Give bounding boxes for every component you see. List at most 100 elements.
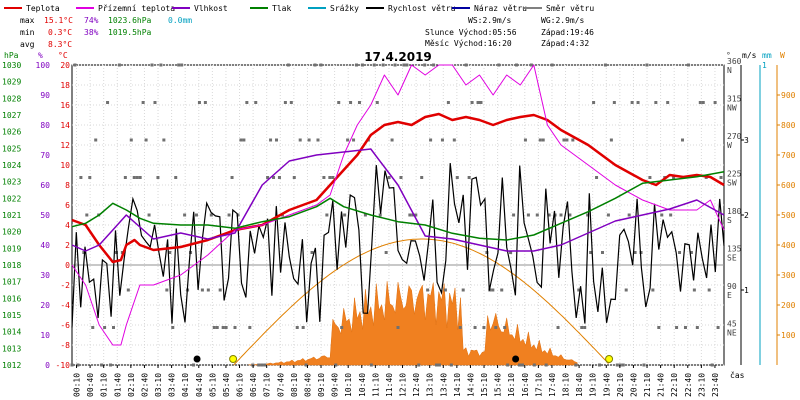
wind-dir-point bbox=[515, 63, 519, 67]
wind-dir-point bbox=[565, 138, 569, 142]
wind-dir-point bbox=[672, 176, 676, 179]
sun-set-marker bbox=[605, 355, 614, 363]
tick-x: 09:10 bbox=[317, 373, 326, 397]
wind-dir-point bbox=[408, 213, 412, 217]
wind-dir-point bbox=[224, 326, 228, 329]
wind-dir-point bbox=[399, 176, 403, 179]
wind-dir-point bbox=[518, 363, 522, 367]
wind-dir-point bbox=[375, 101, 379, 104]
tick-pct: 50 bbox=[40, 211, 50, 220]
tick-temp: 12 bbox=[60, 141, 70, 150]
wind-dir-point bbox=[352, 138, 356, 142]
legend: Teplota Přízemní teplota Vlhkost Tlak Srážky… bbox=[4, 4, 594, 13]
tick-x: 08:10 bbox=[290, 373, 299, 397]
moon-set-marker bbox=[193, 355, 201, 363]
tick-x: 13:10 bbox=[426, 373, 435, 397]
tick-hpa: 1025 bbox=[2, 144, 21, 153]
wind-dir-point bbox=[378, 213, 382, 217]
wind-dir-point bbox=[91, 326, 95, 329]
tick-x: 10:40 bbox=[358, 373, 367, 397]
wind-dir-point bbox=[73, 63, 77, 67]
tick-hpa: 1012 bbox=[2, 361, 21, 370]
wind-dir-point bbox=[257, 363, 261, 367]
stat-avg-label: avg bbox=[20, 40, 35, 49]
tick-x: 11:40 bbox=[385, 373, 394, 397]
tick-x: 19:10 bbox=[589, 373, 598, 397]
wind-dir-point bbox=[138, 176, 142, 179]
tick-x: 21:10 bbox=[643, 373, 652, 397]
axis-label-dir: ° bbox=[726, 51, 731, 60]
stat-max-label: max bbox=[20, 16, 35, 25]
wind-dir-point bbox=[526, 213, 530, 217]
tick-dir-deg: 45 bbox=[727, 320, 737, 329]
stat-max-rain: 0.0mm bbox=[168, 16, 192, 25]
wind-speed-line bbox=[71, 163, 725, 328]
wind-dir-point bbox=[381, 63, 385, 67]
tick-hpa: 1022 bbox=[2, 194, 21, 203]
wind-dir-point bbox=[455, 176, 459, 179]
wind-dir-point bbox=[203, 101, 207, 104]
info-ws: WS:2.9m/s bbox=[468, 16, 512, 25]
wind-dir-point bbox=[343, 213, 347, 217]
wind-dir-point bbox=[707, 288, 711, 292]
wind-dir-point bbox=[669, 213, 673, 217]
tick-x: 03:40 bbox=[168, 373, 177, 397]
tick-dir-name: E bbox=[727, 291, 732, 300]
wind-dir-point bbox=[435, 363, 439, 367]
tick-x: 09:40 bbox=[331, 373, 340, 397]
tick-dir-name: N bbox=[727, 66, 732, 75]
wind-dir-point bbox=[592, 101, 596, 104]
wind-dir-point bbox=[479, 101, 483, 104]
wind-dir-point bbox=[686, 63, 690, 67]
tick-hpa: 1018 bbox=[2, 261, 21, 270]
tick-mm: 1 bbox=[762, 61, 767, 70]
wind-dir-point bbox=[547, 213, 551, 217]
wind-dir-point bbox=[153, 101, 157, 104]
info-sun-rise: Slunce Východ:05:56 bbox=[425, 28, 517, 37]
tick-hpa: 1028 bbox=[2, 94, 21, 103]
tick-w: 500 bbox=[781, 211, 796, 220]
wind-dir-point bbox=[88, 176, 92, 179]
wind-dir-point bbox=[248, 326, 252, 329]
wind-dir-point bbox=[346, 138, 350, 142]
wind-dir-point bbox=[589, 251, 593, 254]
wind-dir-point bbox=[369, 363, 373, 367]
tick-pct: 60 bbox=[40, 181, 50, 190]
wind-dir-point bbox=[295, 326, 299, 329]
wind-dir-point bbox=[500, 288, 504, 292]
tick-hpa: 1017 bbox=[2, 278, 21, 287]
wind-dir-point bbox=[144, 138, 148, 142]
wind-dir-point bbox=[331, 176, 335, 179]
wind-dir-point bbox=[277, 176, 281, 179]
wind-dir-point bbox=[675, 326, 679, 329]
wind-dir-point bbox=[254, 101, 258, 104]
wind-dir-point bbox=[390, 138, 394, 142]
wind-dir-point bbox=[123, 176, 127, 179]
tick-hpa: 1020 bbox=[2, 228, 21, 237]
wind-dir-point bbox=[544, 363, 548, 367]
tick-temp: 16 bbox=[60, 101, 70, 110]
wind-dir-point bbox=[292, 176, 296, 179]
tick-dir-deg: 135 bbox=[727, 245, 742, 254]
wind-dir-point bbox=[497, 63, 501, 67]
wind-dir-point bbox=[559, 213, 563, 217]
wind-dir-point bbox=[111, 326, 115, 329]
wind-dir-point bbox=[532, 363, 536, 367]
wind-dir-point bbox=[467, 176, 471, 179]
legend-label: Náraz větru bbox=[474, 4, 527, 13]
axis-label-hpa: hPa bbox=[4, 51, 19, 60]
axis-label-ms: m/s bbox=[742, 51, 757, 60]
tick-x: 11:10 bbox=[371, 373, 380, 397]
wind-dir-point bbox=[289, 101, 293, 104]
wind-dir-point bbox=[298, 138, 302, 142]
tick-x: 16:40 bbox=[521, 373, 530, 397]
wind-dir-point bbox=[387, 176, 391, 179]
solar-radiation-area bbox=[233, 238, 609, 366]
wind-dir-point bbox=[266, 176, 270, 179]
wind-dir-point bbox=[171, 326, 175, 329]
wind-dir-point bbox=[168, 251, 172, 254]
wind-dir-point bbox=[227, 213, 231, 217]
legend-label: Teplota bbox=[26, 4, 60, 13]
wind-dir-point bbox=[286, 63, 290, 67]
wind-dir-point bbox=[117, 63, 121, 67]
